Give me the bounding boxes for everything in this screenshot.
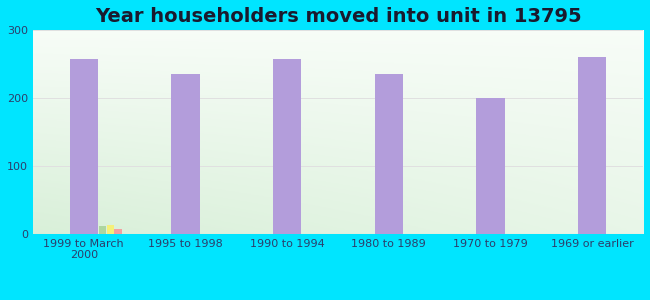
Bar	[374, 74, 403, 234]
Bar	[578, 57, 606, 234]
Bar	[273, 59, 302, 234]
Bar	[171, 74, 200, 234]
Bar	[107, 225, 114, 234]
Bar	[114, 229, 122, 234]
Title: Year householders moved into unit in 13795: Year householders moved into unit in 137…	[95, 7, 581, 26]
Bar	[476, 98, 505, 234]
Bar	[70, 59, 98, 234]
Bar	[99, 226, 106, 234]
